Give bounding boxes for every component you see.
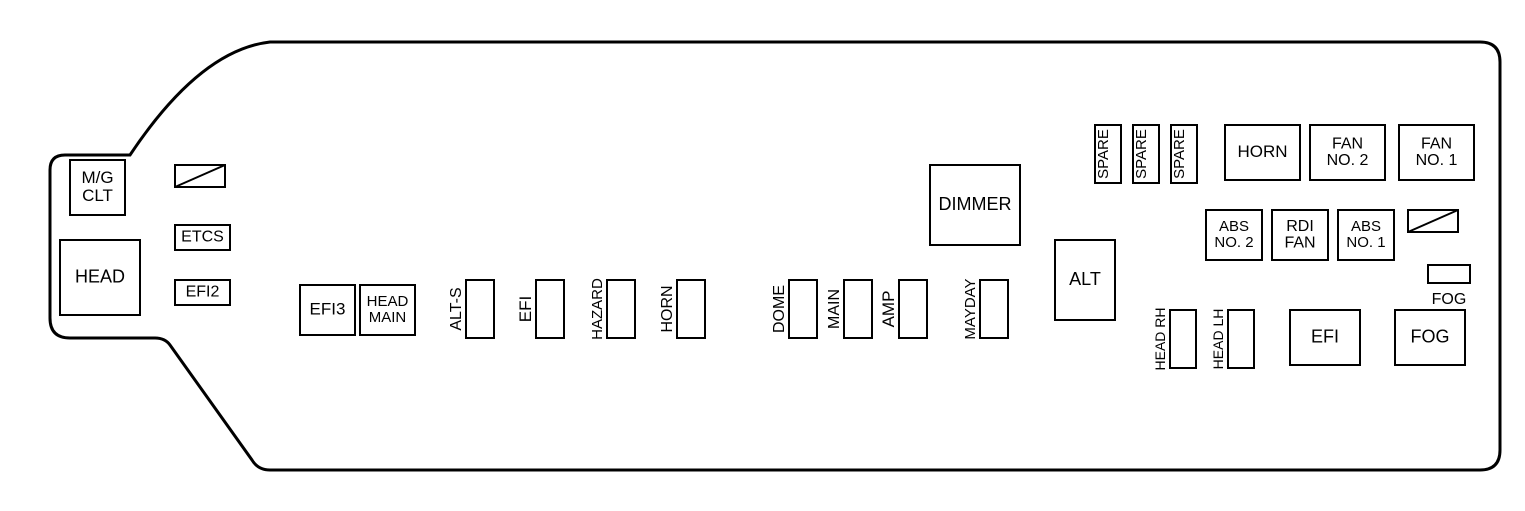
fuse-label: HEAD — [75, 266, 125, 286]
fuse-mayday: MAYDAY — [962, 278, 1008, 339]
fuse-efi3: EFI3 — [300, 285, 355, 335]
fuse-label: MAYDAY — [962, 278, 979, 339]
fuse-horn-big: HORN — [1225, 125, 1300, 180]
fuse-dimmer: DIMMER — [930, 165, 1020, 245]
fuse-amp: AMP — [879, 280, 927, 338]
fuse-head-lh: HEAD LH — [1210, 309, 1254, 370]
fuse-label: SPARE — [1133, 129, 1150, 179]
fuse-head-main: HEADMAIN — [360, 285, 415, 335]
fuse-label: FAN — [1284, 235, 1315, 252]
fuse-efi: EFI — [1290, 310, 1360, 365]
fuse-etcs: ETCS — [175, 225, 230, 250]
fuse-label: EFI — [516, 296, 535, 322]
fuse-abs1: ABSNO. 1 — [1338, 210, 1394, 260]
fuse-label: HORN — [659, 285, 676, 332]
fuse-label: MAIN — [826, 289, 843, 329]
fuse-label: DIMMER — [939, 194, 1012, 214]
fuse-label: FAN — [1332, 135, 1363, 152]
fuse-label: DOME — [771, 285, 788, 333]
fuse-label: ABS — [1351, 218, 1381, 235]
fuse-head-rh: HEAD RH — [1152, 307, 1196, 370]
fuse-label: NO. 1 — [1346, 234, 1385, 251]
fuse-label: ALT-S — [448, 287, 465, 330]
fuse-label: ALT — [1069, 269, 1101, 289]
fuse-label: M/G — [81, 168, 113, 187]
fuse-spare1: SPARE — [1095, 125, 1121, 183]
fuse-label: FOG — [1411, 326, 1450, 346]
fuse-label: FOG — [1432, 291, 1467, 308]
fuse-label: CLT — [82, 186, 113, 205]
fuse-label: EFI3 — [310, 299, 346, 318]
fuse-label: FAN — [1421, 135, 1452, 152]
fuse-fog-small: FOG — [1428, 265, 1470, 308]
fuse-fan1: FANNO. 1 — [1399, 125, 1474, 180]
fuse-label: NO. 2 — [1327, 152, 1369, 169]
fuse-mg-clt: M/GCLT — [70, 160, 125, 215]
slash-box-slash1 — [175, 165, 225, 187]
fuse-label: SPARE — [1095, 129, 1112, 179]
fuse-fan2: FANNO. 2 — [1310, 125, 1385, 180]
fuse-spare3: SPARE — [1171, 125, 1197, 183]
fuse-label: RDI — [1286, 218, 1314, 235]
fuse-head: HEAD — [60, 240, 140, 315]
fuse-fog: FOG — [1395, 310, 1465, 365]
fuse-alt-s: ALT-S — [448, 280, 494, 338]
fuse-label: MAIN — [369, 309, 407, 326]
fuse-label: EFI2 — [186, 284, 220, 301]
fuse-spare2: SPARE — [1133, 125, 1159, 183]
fuse-label: HAZARD — [589, 278, 606, 340]
fuse-label: HEAD — [367, 293, 409, 310]
fuse-box-diagram: M/GCLTHEADETCSEFI2EFI3HEADMAINDIMMERALTH… — [0, 0, 1525, 511]
fuse-label: HEAD RH — [1152, 307, 1168, 370]
fuse-label: ETCS — [181, 229, 224, 246]
fuse-abs2: ABSNO. 2 — [1206, 210, 1262, 260]
fuse-label: SPARE — [1171, 129, 1188, 179]
fuse-alt: ALT — [1055, 240, 1115, 320]
fuse-horn-v: HORN — [659, 280, 705, 338]
fuse-label: AMP — [879, 291, 898, 328]
slash-box-slash2 — [1408, 210, 1458, 232]
fuse-label: EFI — [1311, 326, 1339, 346]
fuse-main: MAIN — [826, 280, 872, 338]
fuse-label: ABS — [1219, 218, 1249, 235]
fuse-label: NO. 1 — [1416, 152, 1458, 169]
fuse-label: HEAD LH — [1210, 309, 1226, 370]
fuse-label: NO. 2 — [1214, 234, 1253, 251]
fuse-rdi-fan: RDIFAN — [1272, 210, 1328, 260]
fuse-hazard: HAZARD — [589, 278, 635, 340]
fuse-dome: DOME — [771, 280, 817, 338]
fuse-efi-v: EFI — [516, 280, 564, 338]
fuse-efi2: EFI2 — [175, 280, 230, 305]
fuse-label: HORN — [1237, 142, 1287, 161]
